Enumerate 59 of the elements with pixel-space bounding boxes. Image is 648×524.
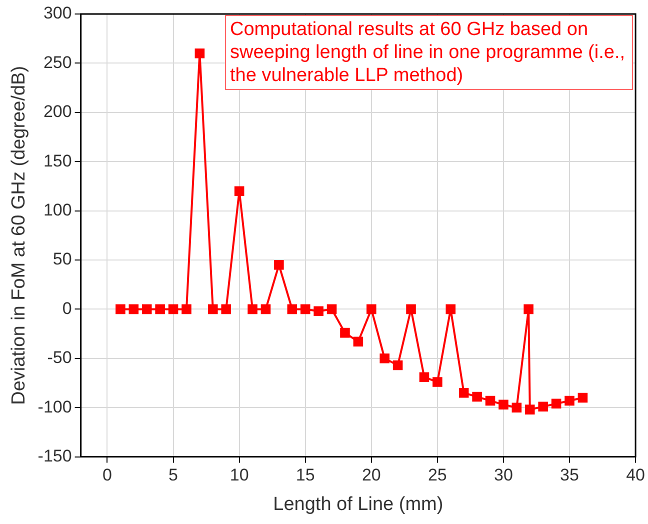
point <box>524 304 534 314</box>
point <box>248 304 258 314</box>
point <box>274 260 284 270</box>
y-tick-label: 200 <box>43 102 72 122</box>
point <box>260 304 271 314</box>
y-tick-label: 0 <box>62 298 72 318</box>
point <box>551 398 562 409</box>
point <box>392 360 403 370</box>
point <box>432 377 442 387</box>
point <box>498 400 508 410</box>
x-axis-title: Length of Line (mm) <box>273 494 444 515</box>
point <box>380 354 390 364</box>
point <box>446 304 456 314</box>
point <box>538 402 548 412</box>
x-tick-label: 15 <box>296 466 315 485</box>
point <box>419 372 430 382</box>
point <box>234 186 244 196</box>
point <box>208 304 218 314</box>
y-tick-label: -50 <box>47 348 72 368</box>
point <box>168 304 178 314</box>
y-tick-label: 150 <box>43 151 72 170</box>
y-tick-label: 250 <box>43 52 72 72</box>
x-tick-label: 30 <box>494 466 513 485</box>
y-tick-label: 100 <box>43 200 72 220</box>
annotation: Computational results at 60 GHz based on sweeping length of line in one programme (i.e., the vulnerable LLP method) <box>225 15 633 90</box>
point <box>182 304 192 314</box>
point <box>326 304 337 314</box>
point <box>155 304 165 314</box>
x-tick-label: 25 <box>428 466 447 485</box>
x-tick-label: 10 <box>230 466 249 485</box>
point <box>564 396 574 406</box>
x-tick-label: 20 <box>362 466 381 485</box>
point <box>116 304 126 314</box>
point <box>406 304 416 314</box>
point <box>300 304 310 314</box>
point <box>314 306 324 316</box>
y-tick-label: 300 <box>43 4 72 23</box>
point <box>458 388 469 398</box>
point <box>578 392 588 403</box>
point <box>353 336 364 347</box>
x-tick-label: 0 <box>102 466 112 485</box>
point <box>485 396 496 406</box>
y-tick-label: 50 <box>52 250 72 269</box>
point <box>472 392 482 402</box>
point <box>512 402 522 412</box>
y-axis-title: Deviation in FoM at 60 GHz (degree/dB) <box>8 66 30 405</box>
x-tick-label: 35 <box>560 466 579 485</box>
point <box>142 304 152 314</box>
point <box>221 304 231 314</box>
x-tick-label: 5 <box>168 466 178 485</box>
x-tick-label: 40 <box>626 466 646 485</box>
point <box>194 48 205 58</box>
point <box>366 304 376 314</box>
point <box>128 304 139 314</box>
point <box>287 304 298 314</box>
point <box>524 404 535 414</box>
y-tick-label: -100 <box>38 397 72 416</box>
point <box>340 328 350 338</box>
y-tick-label: -150 <box>38 446 72 466</box>
